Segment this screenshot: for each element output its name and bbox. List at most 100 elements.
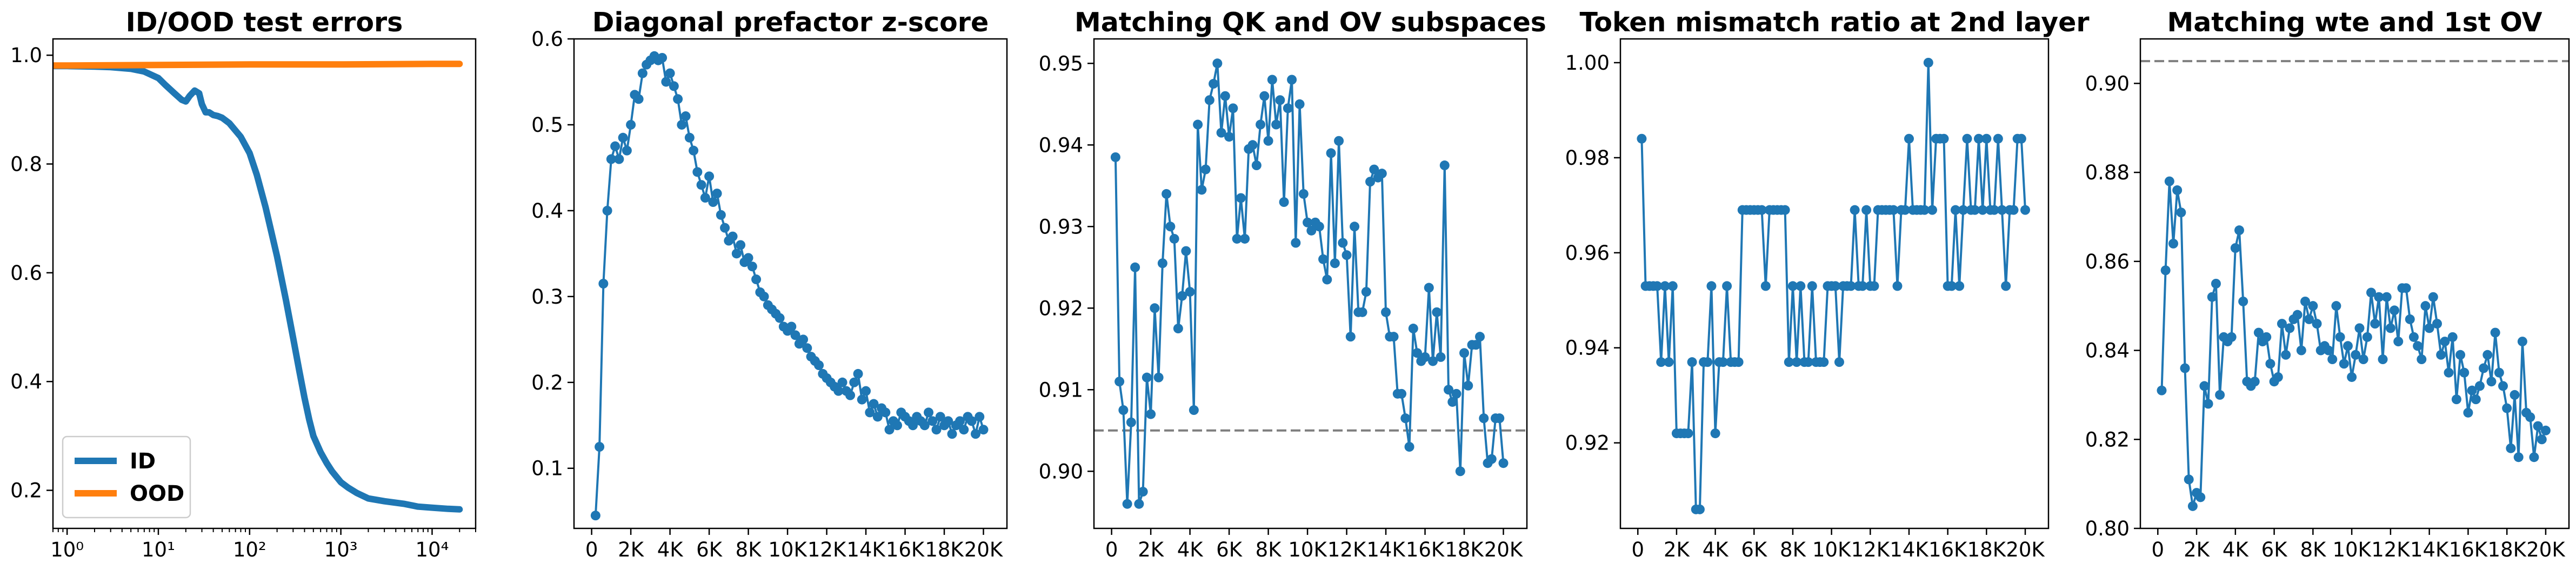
data-point (1256, 119, 1266, 130)
axes-frame (1093, 38, 1528, 529)
data-point (2502, 403, 2512, 413)
data-point (1664, 357, 1674, 367)
data-point (1193, 119, 1203, 130)
y-tick-label: 0.94 (1039, 133, 1083, 157)
data-point (1479, 413, 1489, 424)
data-point (606, 154, 616, 164)
data-point (2490, 327, 2500, 338)
data-point (1444, 385, 1454, 395)
data-point (1138, 487, 1148, 497)
data-point (1733, 357, 1744, 367)
data-point (1306, 225, 1317, 236)
chart-panel-2: Diagonal prefactor z-score 0 2K 4K 6K 8K 10K 12… (531, 7, 1008, 561)
data-point (1318, 254, 1329, 264)
x-tick-label: 8K (1256, 538, 1283, 561)
x-tick-label: 0 (585, 538, 598, 561)
data-point (1420, 352, 1430, 362)
data-point (845, 390, 856, 400)
data-point (1455, 466, 1465, 477)
data-point (2451, 394, 2461, 405)
data-point (2164, 176, 2174, 186)
data-point (2390, 305, 2400, 316)
x-tick-label: 14K (1890, 538, 1929, 561)
data-point (2413, 341, 2423, 351)
y-tick-label: 1.00 (1565, 51, 1610, 75)
data-point (689, 145, 699, 156)
data-point (2498, 381, 2508, 391)
data-point (1459, 348, 1470, 358)
data-point (2366, 287, 2376, 298)
data-point (2331, 301, 2341, 311)
data-point (2401, 283, 2411, 293)
data-point (2215, 390, 2225, 400)
chart-title: Matching QK and OV subspaces (1075, 7, 1546, 38)
data-point (1667, 281, 1678, 291)
data-point (931, 425, 942, 435)
data-point (880, 407, 891, 418)
data-point (2370, 319, 2380, 329)
x-tick-label: 20K (1484, 538, 1524, 561)
data-point (708, 197, 718, 207)
y-tick-label: 0.3 (531, 285, 563, 309)
data-point (790, 330, 800, 340)
data-point (1819, 357, 1829, 367)
data-point (2207, 292, 2217, 302)
y-tick-label: 0.4 (10, 370, 42, 393)
series-line-ood (53, 61, 463, 69)
data-point (1224, 132, 1234, 142)
y-tick-label: 0.84 (2085, 339, 2130, 363)
data-point (1165, 222, 1176, 232)
data-point (673, 94, 683, 104)
x-tick-label: 16K (2449, 538, 2488, 561)
x-tick-label: 4K (2223, 538, 2250, 561)
data-point (1660, 281, 1670, 291)
data-point (1958, 205, 1968, 215)
data-point (590, 511, 600, 521)
data-point (2339, 359, 2349, 369)
data-point (1950, 205, 1960, 215)
data-point (1157, 258, 1167, 269)
data-point (2354, 323, 2365, 333)
chart-panel-5: Matching wte and 1st OV 0 2K 4K 6K 8K 10K 12K 14… (2085, 7, 2570, 561)
data-point (1334, 136, 1344, 146)
data-point (2347, 372, 2357, 382)
data-point (614, 154, 624, 164)
data-point (1220, 91, 1230, 101)
data-point (1298, 189, 1309, 199)
plot-area (2157, 176, 2551, 511)
series-line-1 (2160, 180, 2547, 507)
chart-panel-4: Token mismatch ratio at 2nd layer 0 2K 4K 6K… (1565, 7, 2090, 561)
y-tick-label: 0.8 (10, 153, 42, 176)
data-point (975, 412, 985, 422)
x-tick-label: 2K (618, 538, 645, 561)
data-point (1381, 307, 1391, 317)
data-point (1369, 164, 1379, 175)
y-tick-label: 0.90 (2085, 72, 2130, 95)
data-point (2533, 421, 2543, 431)
x-tick-label: 16K (1406, 538, 1445, 561)
data-point (1181, 246, 1191, 256)
data-point (1954, 281, 1965, 291)
data-point (1973, 133, 1984, 144)
data-point (814, 360, 824, 370)
plot-area (1637, 57, 2030, 514)
data-point (1694, 504, 1705, 514)
data-point (1322, 274, 1332, 285)
legend-label-id: ID (130, 449, 156, 474)
data-point (2281, 350, 2291, 360)
data-point (2463, 407, 2473, 418)
data-point (971, 429, 981, 439)
data-point (1263, 136, 1273, 146)
data-point (1189, 405, 1199, 415)
data-point (657, 52, 668, 63)
data-point (959, 425, 969, 435)
data-point (1404, 442, 1414, 452)
data-point (2324, 345, 2334, 356)
data-point (1232, 233, 1242, 244)
data-point (1652, 281, 1663, 291)
data-point (1200, 164, 1211, 175)
data-point (1350, 222, 1360, 232)
data-point (2335, 332, 2345, 342)
data-point (1146, 409, 1156, 419)
data-point (1656, 357, 1666, 367)
